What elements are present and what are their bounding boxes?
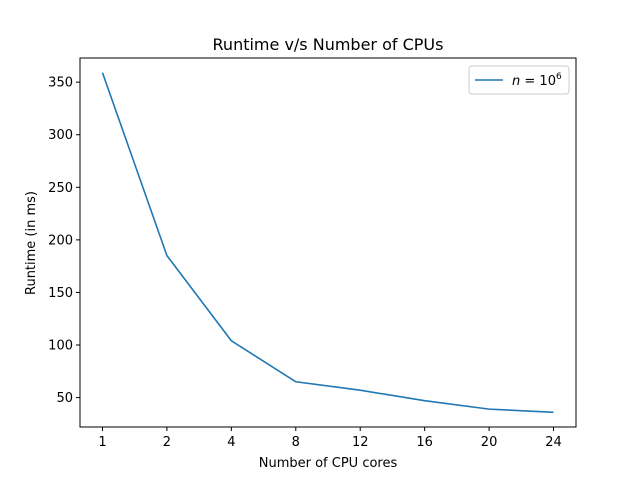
legend-base: 10 bbox=[539, 74, 556, 89]
y-axis-label: Runtime (in ms) bbox=[24, 191, 39, 295]
x-tick-label: 12 bbox=[352, 435, 369, 450]
y-axis: 50 100 150 200 250 300 350 bbox=[48, 76, 80, 406]
y-tick-label: 100 bbox=[48, 339, 73, 354]
x-tick-label: 24 bbox=[545, 435, 562, 450]
legend-eq: = bbox=[520, 74, 539, 89]
x-tick-label: 2 bbox=[163, 435, 171, 450]
x-tick-label: 8 bbox=[292, 435, 300, 450]
x-tick-label: 16 bbox=[416, 435, 433, 450]
plot-area-frame bbox=[79, 57, 577, 428]
legend-var: n bbox=[512, 74, 520, 89]
x-axis: 1 2 4 8 12 16 20 24 bbox=[98, 427, 562, 450]
x-axis-label: Number of CPU cores bbox=[259, 456, 398, 471]
x-tick-label: 20 bbox=[481, 435, 498, 450]
y-tick-label: 50 bbox=[56, 391, 73, 406]
y-tick-label: 300 bbox=[48, 128, 73, 143]
y-tick-label: 200 bbox=[48, 233, 73, 248]
y-tick-label: 350 bbox=[48, 76, 73, 91]
legend-box bbox=[468, 65, 570, 95]
legend-label: n = 106 bbox=[512, 72, 562, 89]
chart-title: Runtime v/s Number of CPUs bbox=[213, 35, 444, 54]
y-tick-label: 150 bbox=[48, 286, 73, 301]
legend-exp: 6 bbox=[556, 72, 562, 82]
series-line bbox=[101, 72, 554, 414]
x-tick-label: 1 bbox=[98, 435, 106, 450]
legend: n = 106 bbox=[468, 65, 570, 95]
x-tick-label: 4 bbox=[227, 435, 235, 450]
y-tick-label: 250 bbox=[48, 181, 73, 196]
